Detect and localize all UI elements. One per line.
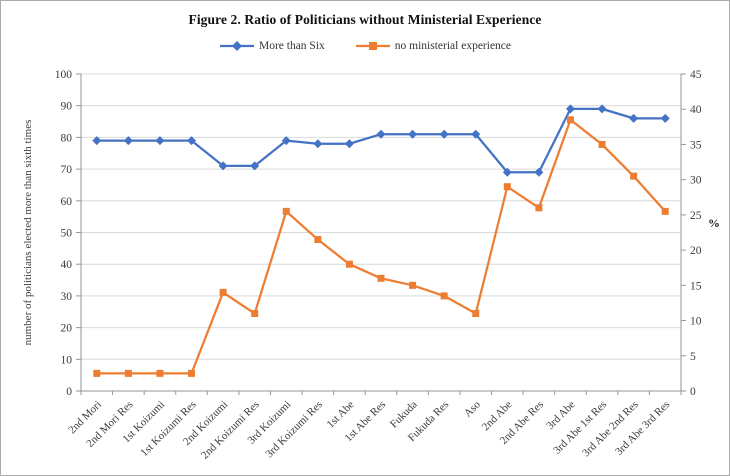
line-diamond-swatch-icon [219,41,254,51]
data-point-square [440,292,448,300]
data-point-square [661,207,669,215]
data-point-square [345,260,353,268]
data-point-square [93,369,101,377]
data-point-square [472,310,480,318]
data-point-diamond [439,129,449,139]
y-axis-left-tick-label: 80 [61,132,73,144]
y-axis-left-tick-label: 0 [66,386,72,398]
series-line-no-ministerial-experience [95,118,667,375]
data-point-diamond [187,136,197,146]
data-point-diamond [313,139,323,149]
y-axis-left-tick-label: 60 [61,196,73,208]
y-axis-right-tick-label: 0 [690,386,696,398]
x-axis-category-label: Aso [462,398,483,419]
y-axis-right-tick-label: 30 [690,175,702,187]
x-axis-category-label: 1st Koizumi Res [138,399,198,459]
data-point-square [156,369,164,377]
data-point-square [503,183,511,191]
legend-item-no-ministerial-experience: no ministerial experience [355,40,511,52]
legend-label: no ministerial experience [394,40,512,52]
data-point-square [188,369,196,377]
y-axis-left-tick-label: 50 [61,228,73,240]
data-point-square [219,288,227,296]
data-point-diamond [597,104,607,114]
data-point-diamond [344,139,354,149]
data-point-diamond [376,129,386,139]
data-point-square [535,204,543,212]
chart-legend: More than Six no ministerial experience [1,40,729,52]
data-point-square [282,207,290,215]
x-axis-category-label: 3rd Abe 3rd Res [613,399,672,458]
data-point-diamond [565,104,575,114]
y-axis-right-tick-label: 15 [690,280,702,292]
y-axis-right-tick-label: 40 [690,104,702,116]
data-point-diamond [92,136,102,146]
y-axis-left-tick-label: 100 [55,69,73,81]
data-point-square [124,369,132,377]
y-axis-right-tick-label: 45 [690,69,702,81]
data-point-diamond [281,136,291,146]
data-point-diamond [534,167,544,177]
y-axis-left-tick-label: 40 [61,259,73,271]
y-axis-right-tick-label: 35 [690,139,702,151]
data-point-square [314,236,322,244]
x-axis-category-label: 3rd Koizumi Res [263,399,325,461]
x-axis-category-label: 3rd Abe 2nd Res [580,399,641,460]
series-line-more-than-six [95,107,667,174]
y-axis-right-tick-label: 25 [690,210,702,222]
data-point-diamond [408,129,418,139]
legend-item-more-than-six: More than Six [219,40,325,52]
data-point-diamond [250,161,260,171]
legend-label: More than Six [258,40,325,52]
y-axis-left-tick-label: 70 [61,164,73,176]
y-axis-left-tick-label: 30 [61,291,73,303]
data-point-diamond [155,136,165,146]
data-point-square [377,274,385,282]
y-axis-left-title: number of politicians elected more than … [22,120,34,346]
chart-title: Figure 2. Ratio of Politicians without M… [188,12,542,27]
y-axis-right-tick-label: 10 [690,316,702,328]
line-square-swatch-icon [355,42,390,50]
y-axis-right-title: % [708,216,720,230]
data-point-square [630,172,638,180]
y-axis-right-tick-label: 20 [690,245,702,257]
data-point-square [566,116,574,124]
data-point-diamond [629,113,639,123]
data-point-square [598,140,606,148]
y-axis-left-tick-label: 90 [61,101,73,113]
data-point-diamond [218,161,228,171]
data-point-diamond [471,129,481,139]
y-axis-left-tick-label: 20 [61,323,73,335]
data-point-square [251,310,259,318]
data-point-diamond [502,167,512,177]
y-axis-left-tick-label: 10 [61,354,73,366]
y-axis-right-tick-label: 5 [690,351,696,363]
data-point-square [409,281,417,289]
data-point-diamond [660,113,670,123]
data-point-diamond [123,136,133,146]
